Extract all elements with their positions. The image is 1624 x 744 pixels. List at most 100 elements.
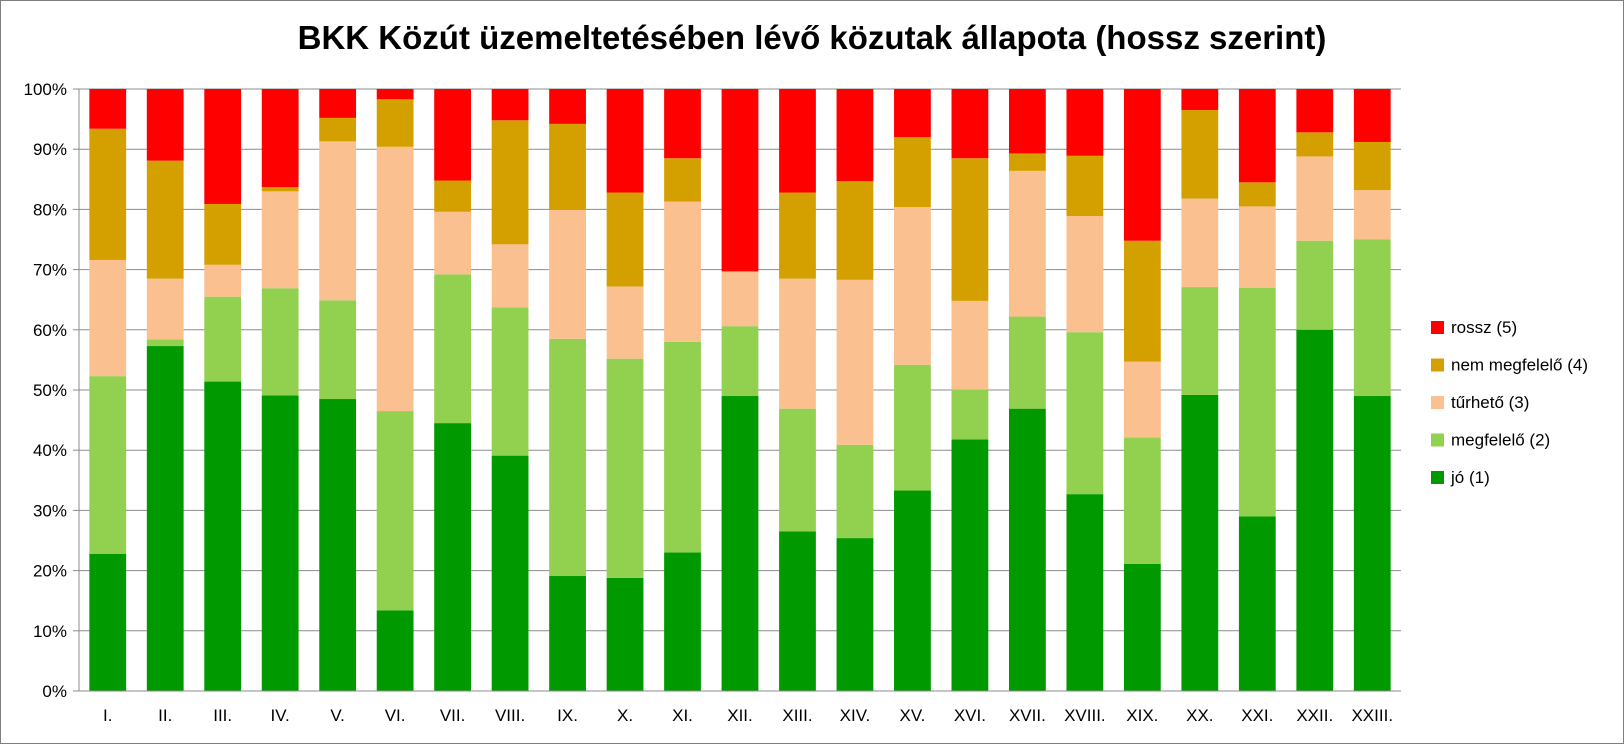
bar-segment xyxy=(261,191,299,289)
x-tick-label: XIII. xyxy=(782,706,812,725)
bar-segment xyxy=(261,288,299,396)
y-tick-label: 80% xyxy=(33,200,67,219)
bars xyxy=(89,89,1391,691)
legend: rossz (5) nem megfelelő (4) tűrhető (3) meg… xyxy=(1431,318,1588,487)
x-tick-label: VII. xyxy=(440,706,466,725)
bar-segment xyxy=(779,192,816,279)
bar-segment xyxy=(606,286,644,359)
bar-segment xyxy=(1008,316,1046,409)
legend-swatch xyxy=(1431,396,1444,409)
bar-segment xyxy=(434,89,472,181)
bar-segment xyxy=(1296,132,1334,157)
legend-swatch xyxy=(1431,433,1444,447)
chart-title: BKK Közút üzemeltetésében lévő közutak á… xyxy=(297,19,1327,56)
bar-segment xyxy=(491,120,529,245)
legend-swatch xyxy=(1431,358,1444,372)
bar-segment xyxy=(1296,329,1334,691)
bar-segment xyxy=(1181,110,1219,199)
bar-segment xyxy=(1181,198,1219,288)
bar-segment xyxy=(721,89,759,272)
bar-segment xyxy=(1181,287,1219,395)
bar-segment xyxy=(779,89,816,193)
bar-segment xyxy=(836,181,874,280)
bar-segment xyxy=(1123,89,1161,241)
x-tick-label: II. xyxy=(158,706,172,725)
bar-segment xyxy=(1238,89,1276,183)
bar-segment xyxy=(894,206,931,365)
bar-segment xyxy=(1181,394,1219,691)
legend-label: rossz (5) xyxy=(1451,318,1517,337)
bar-segment xyxy=(894,490,931,691)
x-tick-label: XXII. xyxy=(1296,706,1333,725)
bar-segment xyxy=(204,381,242,691)
bar-segment xyxy=(1066,155,1104,217)
legend-label: tűrhető (3) xyxy=(1451,393,1529,412)
x-tick-label: XVII. xyxy=(1009,706,1046,725)
bar-segment xyxy=(89,553,127,691)
bar-segment xyxy=(721,326,759,397)
legend-label: nem megfelelő (4) xyxy=(1451,356,1588,375)
bar-segment xyxy=(319,141,357,301)
y-tick-label: 60% xyxy=(33,321,67,340)
bar-segment xyxy=(1123,240,1161,362)
bar-segment xyxy=(376,146,414,412)
y-tick-label: 40% xyxy=(33,441,67,460)
bar-segment xyxy=(1181,89,1219,111)
y-tick-label: 50% xyxy=(33,381,67,400)
bar-segment xyxy=(491,244,529,308)
bar-segment xyxy=(1123,563,1161,691)
bar-segment xyxy=(204,264,242,297)
bar-segment xyxy=(1238,206,1276,288)
bar-segment xyxy=(491,89,529,121)
x-tick-label: XII. xyxy=(727,706,753,725)
axes: 0% 10% 20% 30% 40% 50% 60% 70% 80% 90% 100% I. II. II… xyxy=(24,80,1401,725)
bar-segment xyxy=(89,259,127,377)
bar-segment xyxy=(549,123,586,211)
bar-segment xyxy=(1066,89,1104,156)
bar-segment xyxy=(319,399,357,691)
bar-segment xyxy=(664,89,701,159)
x-tick-label: VI. xyxy=(385,706,406,725)
bar-segment xyxy=(894,89,931,138)
bar-segment xyxy=(1066,216,1104,333)
bar-segment xyxy=(836,279,874,445)
bar-segment xyxy=(1008,170,1046,317)
bar-segment xyxy=(1353,396,1391,691)
bar-segment xyxy=(319,117,357,142)
x-tick-label: XIX. xyxy=(1126,706,1158,725)
bar-segment xyxy=(549,338,586,577)
y-tick-label: 0% xyxy=(42,682,67,701)
x-tick-label: III. xyxy=(213,706,232,725)
bar-segment xyxy=(1353,89,1391,142)
bar-segment xyxy=(1353,239,1391,397)
legend-swatch xyxy=(1431,321,1444,334)
bar-segment xyxy=(894,364,931,491)
bar-segment xyxy=(721,396,759,691)
bar-segment xyxy=(836,538,874,691)
bar-segment xyxy=(1008,408,1046,691)
x-tick-label: XIV. xyxy=(840,706,871,725)
bar-segment xyxy=(1353,190,1391,240)
bar-segment xyxy=(89,89,127,129)
y-tick-label: 90% xyxy=(33,140,67,159)
bar-segment xyxy=(376,99,414,147)
bar-segment xyxy=(434,180,472,212)
x-tick-label: V. xyxy=(330,706,345,725)
bar-segment xyxy=(1238,516,1276,691)
x-tick-label: I. xyxy=(103,706,112,725)
bar-segment xyxy=(549,576,586,691)
x-tick-label: X. xyxy=(617,706,633,725)
bar-segment xyxy=(1296,89,1334,133)
bar-segment xyxy=(951,439,989,691)
x-tick-label: VIII. xyxy=(495,706,525,725)
bar-segment xyxy=(204,203,242,265)
bar-segment xyxy=(664,341,701,553)
x-tick-label: XX. xyxy=(1186,706,1213,725)
bar-segment xyxy=(1296,156,1334,241)
y-tick-label: 10% xyxy=(33,622,67,641)
bar-segment xyxy=(146,89,184,161)
bar-segment xyxy=(146,160,184,279)
bar-segment xyxy=(1296,240,1334,330)
bar-segment xyxy=(261,187,299,192)
legend-label: jó (1) xyxy=(1450,468,1490,487)
